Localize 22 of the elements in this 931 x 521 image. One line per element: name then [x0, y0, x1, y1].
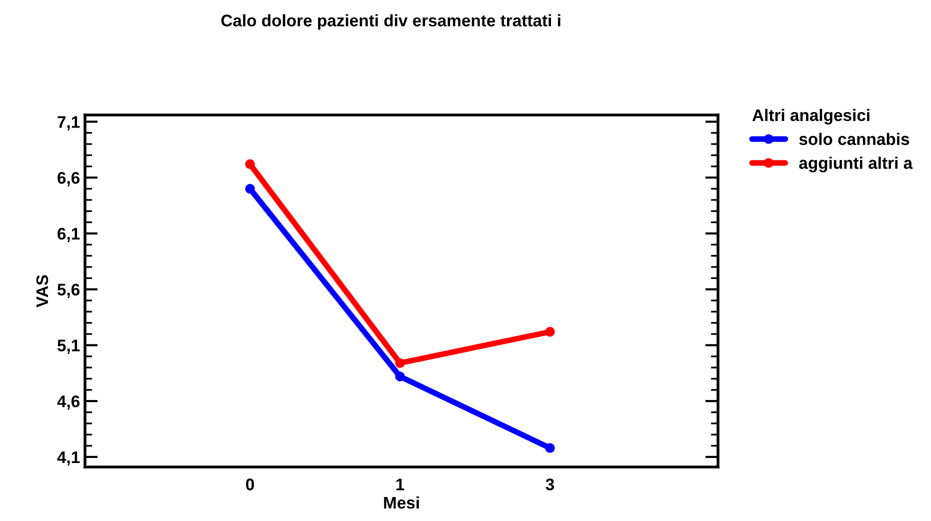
- y-tick-label: 6,6: [58, 172, 80, 186]
- point: [545, 443, 555, 453]
- y-tick-label: 4,6: [57, 395, 80, 410]
- point: [245, 184, 255, 194]
- y-tick-label: 5,6: [57, 284, 80, 298]
- y-tick-label: 4,1: [57, 452, 80, 466]
- point: [395, 358, 405, 368]
- legend-label: aggiunti altri a: [799, 156, 913, 172]
- y-axis-title: VAS: [36, 275, 48, 308]
- y-tick-label: 5,1: [57, 340, 80, 354]
- y-tick-label: 7,1: [58, 116, 80, 130]
- chart-title: Calo dolore pazienti div ersamente trattati i: [221, 14, 560, 30]
- legend-label: solo cannabis: [799, 132, 910, 146]
- y-tick-label: 6,1: [58, 228, 80, 242]
- x-axis-title: Mesi: [384, 496, 419, 509]
- legend-title: Altri analgesici: [752, 108, 870, 124]
- point: [545, 326, 555, 337]
- x-tick-label: 3: [546, 478, 554, 490]
- x-tick-label: 0: [246, 478, 254, 490]
- x-tick-label: 1: [396, 478, 404, 490]
- point: [395, 372, 405, 382]
- point: [245, 159, 255, 170]
